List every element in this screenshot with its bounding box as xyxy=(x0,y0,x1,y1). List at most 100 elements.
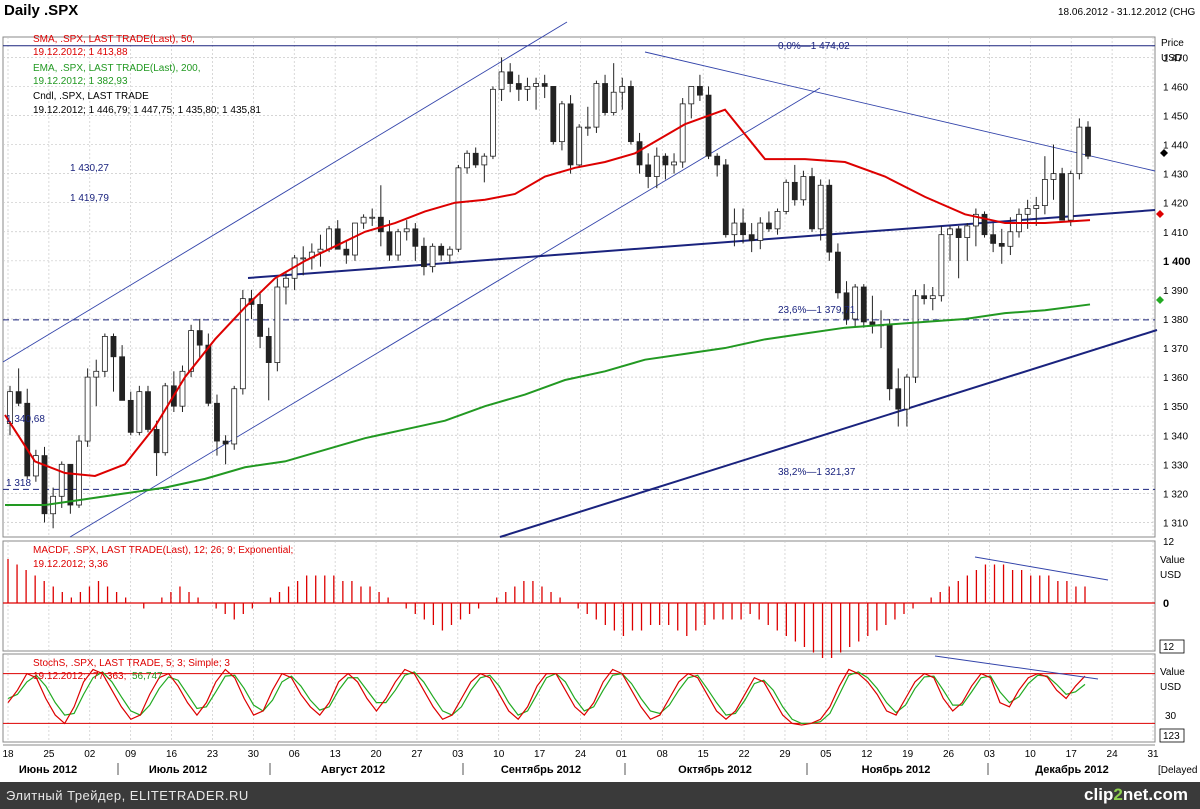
candle-body xyxy=(274,286,281,363)
candle-body xyxy=(610,91,617,113)
x-tick-label: 06 xyxy=(289,749,301,760)
x-tick-label: 26 xyxy=(943,749,955,760)
stoch-30-label: 30 xyxy=(1165,711,1177,722)
date-range: 18.06.2012 - 31.12.2012 (CHG xyxy=(1058,7,1196,18)
candle-body xyxy=(645,164,652,177)
price-tick-label: 1 360 xyxy=(1163,373,1188,384)
candle-body xyxy=(377,216,384,233)
x-tick-label: 01 xyxy=(616,749,628,760)
candle-body xyxy=(791,181,798,201)
candle-body xyxy=(464,152,470,169)
macd-value-label: Value xyxy=(1160,555,1185,566)
macd-zero-label: 0 xyxy=(1163,598,1169,610)
ema200-line xyxy=(5,303,1091,507)
candle-body xyxy=(981,213,988,236)
candle-body xyxy=(24,402,31,477)
candle-body xyxy=(119,356,126,401)
x-tick-label: 08 xyxy=(657,749,669,760)
macd-frame xyxy=(2,540,1156,652)
macd-bottom-box xyxy=(1159,639,1185,654)
candle-body xyxy=(188,330,195,372)
chart-title: Daily .SPX xyxy=(4,2,78,19)
candle-body xyxy=(334,228,341,250)
macd-divergence-line xyxy=(974,556,1109,581)
cndl-legend: Cndl, .SPX, LAST TRADE xyxy=(33,91,149,102)
price-tick-label: 1 420 xyxy=(1163,199,1188,210)
stoch-k-line xyxy=(7,668,1086,726)
x-tick-label: 18 xyxy=(2,749,14,760)
stoch-layer xyxy=(3,655,1155,726)
candle-body xyxy=(567,103,574,166)
axis-layer: 1 310 1 320 1 330 1 340 1 350 1 360 1 370 1 380… xyxy=(2,53,1190,776)
price-tick-label: 1 380 xyxy=(1163,315,1188,326)
candle-body xyxy=(438,245,445,256)
stoch-legend-date: 19.12.2012; xyxy=(33,671,86,682)
candle-body xyxy=(300,257,307,260)
x-tick-label: 12 xyxy=(861,749,873,760)
fib236-label: 23,6%—1 379,71 xyxy=(778,305,856,316)
macd-layer xyxy=(3,556,1155,658)
candle-body xyxy=(41,455,48,515)
price-tick-label: 1 410 xyxy=(1163,228,1188,239)
stoch-value-label: Value xyxy=(1160,667,1185,678)
candle-body xyxy=(653,155,660,177)
candle-body xyxy=(1024,208,1031,215)
stoch-d-line xyxy=(7,671,1086,724)
level-1318-label: 1 318 xyxy=(6,478,31,489)
candle-body xyxy=(32,455,39,477)
price-tick-label: 1 310 xyxy=(1163,518,1188,529)
x-tick-label: 30 xyxy=(248,749,260,760)
logo-part-b: 2 xyxy=(1113,785,1123,804)
last-price-marker xyxy=(1160,149,1168,157)
candle-body xyxy=(412,228,419,247)
x-tick-label: 27 xyxy=(411,749,423,760)
candle-body xyxy=(1033,205,1040,209)
support-line xyxy=(247,209,1156,279)
price-tick-label: 1 460 xyxy=(1163,82,1188,93)
price-tick-label: 1 470 xyxy=(1163,53,1188,64)
candle-body xyxy=(101,336,108,372)
price-label: Price xyxy=(1161,38,1184,49)
fib0-label: 0,0%—1 474,02 xyxy=(778,41,850,52)
x-tick-label: 05 xyxy=(820,749,832,760)
stoch-bottom-box xyxy=(1159,728,1185,743)
candle-body xyxy=(602,83,608,113)
x-tick-label: 25 xyxy=(43,749,55,760)
footer-logo: clip2net.com xyxy=(1084,785,1188,805)
candle-body xyxy=(740,222,746,236)
sma-marker xyxy=(1156,210,1164,218)
candle-body xyxy=(1007,231,1014,247)
fib382-label: 38,2%—1 321,37 xyxy=(778,467,856,478)
candle-body xyxy=(446,248,453,256)
ma-layer xyxy=(4,108,1168,507)
candle-body xyxy=(222,440,229,445)
candle-body xyxy=(886,324,893,390)
candle-body xyxy=(938,234,945,297)
month-label: Август 2012 xyxy=(321,764,385,776)
x-tick-label: 24 xyxy=(1107,749,1119,760)
candle-body xyxy=(817,184,824,230)
candle-body xyxy=(84,376,91,442)
x-tick-label: 03 xyxy=(452,749,464,760)
x-tick-label: 17 xyxy=(534,749,546,760)
candle-body xyxy=(283,277,289,288)
trend-layer xyxy=(2,21,1158,538)
candle-body xyxy=(507,71,514,84)
candle-body xyxy=(835,251,841,294)
candle-body xyxy=(559,103,565,143)
candle-body xyxy=(498,71,505,90)
candle-body xyxy=(352,222,358,256)
candle-body xyxy=(955,228,962,238)
macd-bottom-box-label: 12 xyxy=(1163,642,1175,653)
candle-body xyxy=(421,245,427,268)
price-tick-label: 1 340 xyxy=(1163,431,1188,442)
candle-body xyxy=(153,429,160,454)
stoch-divergence-line xyxy=(934,655,1099,680)
candle-body xyxy=(947,228,953,236)
month-label: Июнь 2012 xyxy=(19,764,77,776)
month-label: Июль 2012 xyxy=(149,764,207,776)
candle-body xyxy=(826,184,833,253)
candle-body xyxy=(714,155,721,166)
candle-body xyxy=(964,225,971,238)
